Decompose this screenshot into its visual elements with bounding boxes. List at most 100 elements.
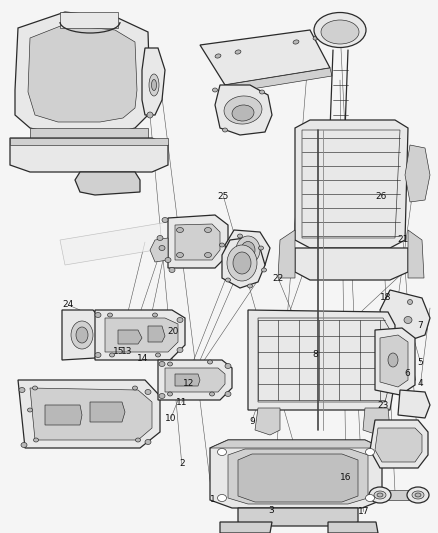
Text: 18: 18 bbox=[380, 293, 391, 302]
Text: 3: 3 bbox=[268, 506, 275, 515]
Ellipse shape bbox=[233, 252, 251, 274]
Polygon shape bbox=[15, 12, 150, 135]
Ellipse shape bbox=[365, 495, 374, 502]
Ellipse shape bbox=[232, 105, 254, 121]
Polygon shape bbox=[405, 145, 430, 202]
Ellipse shape bbox=[415, 493, 421, 497]
Polygon shape bbox=[150, 238, 168, 262]
Polygon shape bbox=[255, 408, 280, 435]
Polygon shape bbox=[390, 330, 415, 390]
Polygon shape bbox=[142, 48, 165, 115]
Polygon shape bbox=[278, 230, 295, 278]
Ellipse shape bbox=[205, 228, 212, 232]
Polygon shape bbox=[10, 138, 168, 145]
Polygon shape bbox=[295, 248, 408, 280]
Text: 16: 16 bbox=[340, 473, 352, 481]
Ellipse shape bbox=[177, 348, 183, 352]
Ellipse shape bbox=[95, 352, 101, 358]
Text: 17: 17 bbox=[358, 507, 369, 516]
Polygon shape bbox=[148, 326, 165, 342]
Text: 7: 7 bbox=[417, 321, 424, 329]
Polygon shape bbox=[118, 330, 142, 344]
Polygon shape bbox=[75, 172, 140, 195]
Ellipse shape bbox=[177, 228, 184, 232]
Ellipse shape bbox=[33, 438, 39, 442]
Text: 20: 20 bbox=[167, 327, 179, 336]
Ellipse shape bbox=[155, 353, 160, 357]
Polygon shape bbox=[105, 318, 178, 352]
Text: 25: 25 bbox=[218, 192, 229, 200]
Ellipse shape bbox=[236, 236, 260, 264]
Polygon shape bbox=[228, 449, 368, 504]
Ellipse shape bbox=[133, 386, 138, 390]
Ellipse shape bbox=[224, 96, 262, 124]
Text: 4: 4 bbox=[418, 379, 423, 388]
Ellipse shape bbox=[177, 318, 183, 322]
Polygon shape bbox=[30, 388, 152, 440]
Ellipse shape bbox=[247, 284, 252, 288]
Ellipse shape bbox=[209, 392, 215, 396]
Ellipse shape bbox=[314, 12, 366, 47]
Ellipse shape bbox=[365, 448, 374, 456]
Polygon shape bbox=[60, 215, 215, 265]
Text: 11: 11 bbox=[176, 398, 187, 407]
Polygon shape bbox=[248, 310, 395, 410]
Polygon shape bbox=[10, 138, 168, 172]
Text: 10: 10 bbox=[165, 414, 177, 423]
Text: 9: 9 bbox=[249, 417, 255, 425]
Ellipse shape bbox=[167, 362, 173, 366]
Ellipse shape bbox=[145, 390, 151, 394]
Ellipse shape bbox=[32, 386, 38, 390]
Polygon shape bbox=[30, 128, 148, 138]
Ellipse shape bbox=[145, 440, 151, 445]
Ellipse shape bbox=[147, 112, 153, 118]
Ellipse shape bbox=[159, 393, 165, 399]
Ellipse shape bbox=[21, 442, 27, 448]
Polygon shape bbox=[90, 402, 125, 422]
Polygon shape bbox=[222, 238, 265, 288]
Ellipse shape bbox=[135, 438, 141, 442]
Ellipse shape bbox=[159, 246, 165, 251]
Ellipse shape bbox=[28, 408, 32, 412]
Polygon shape bbox=[380, 335, 408, 387]
Ellipse shape bbox=[110, 353, 114, 357]
Ellipse shape bbox=[159, 361, 165, 367]
Ellipse shape bbox=[223, 128, 227, 132]
Polygon shape bbox=[295, 120, 408, 248]
Ellipse shape bbox=[293, 40, 299, 44]
Text: 21: 21 bbox=[397, 236, 409, 244]
Polygon shape bbox=[225, 68, 332, 93]
Ellipse shape bbox=[407, 300, 413, 304]
Polygon shape bbox=[370, 420, 428, 468]
Ellipse shape bbox=[226, 278, 230, 282]
Ellipse shape bbox=[215, 54, 221, 58]
Ellipse shape bbox=[152, 313, 158, 317]
Polygon shape bbox=[328, 522, 378, 533]
Polygon shape bbox=[62, 310, 100, 360]
Ellipse shape bbox=[261, 268, 266, 272]
Ellipse shape bbox=[219, 243, 225, 247]
Text: 23: 23 bbox=[378, 401, 389, 409]
Polygon shape bbox=[210, 440, 382, 508]
Polygon shape bbox=[398, 390, 430, 418]
Polygon shape bbox=[175, 224, 220, 260]
Polygon shape bbox=[215, 85, 272, 135]
Text: 5: 5 bbox=[417, 358, 424, 367]
Polygon shape bbox=[165, 368, 225, 392]
Ellipse shape bbox=[218, 495, 226, 502]
Ellipse shape bbox=[205, 253, 212, 257]
Ellipse shape bbox=[149, 74, 159, 96]
Polygon shape bbox=[200, 30, 330, 85]
Ellipse shape bbox=[152, 79, 156, 91]
Polygon shape bbox=[380, 290, 430, 342]
Ellipse shape bbox=[225, 392, 231, 397]
Polygon shape bbox=[28, 25, 137, 122]
Ellipse shape bbox=[71, 321, 93, 349]
Ellipse shape bbox=[177, 253, 184, 257]
Ellipse shape bbox=[237, 234, 243, 238]
Polygon shape bbox=[374, 490, 424, 500]
Text: 14: 14 bbox=[137, 354, 148, 362]
Text: 15: 15 bbox=[113, 348, 124, 356]
Polygon shape bbox=[375, 428, 422, 462]
Ellipse shape bbox=[374, 491, 386, 499]
